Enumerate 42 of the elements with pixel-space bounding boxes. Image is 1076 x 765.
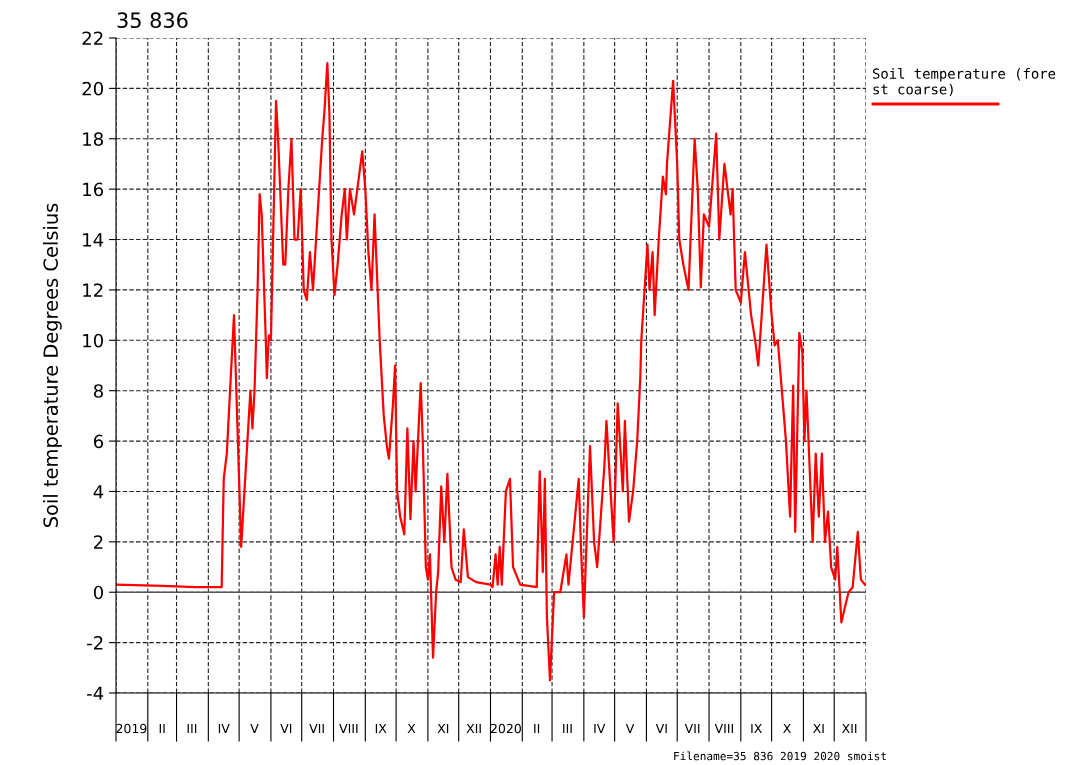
y-tick-label: 16	[83, 182, 104, 197]
x-tick-label: VIII	[339, 723, 358, 734]
y-tick-label: 22	[82, 31, 103, 45]
y-tick-label: -2	[87, 636, 103, 650]
x-tick-label: V	[250, 723, 259, 734]
y-tick-label: 20	[82, 81, 103, 96]
y-axis-title: Soil temperature Degrees Celsius	[42, 203, 62, 528]
x-tick-label: II	[534, 723, 540, 734]
x-tick-label: XII	[466, 723, 481, 734]
y-tick-label: -4	[87, 686, 104, 700]
y-tick-label: 8	[93, 384, 103, 398]
x-tick-label: VII	[684, 723, 700, 734]
x-tick-label: VI	[655, 723, 667, 734]
x-tick-label: IV	[594, 723, 606, 734]
y-tick-label: 2	[94, 535, 103, 549]
x-tick-label: VII	[309, 723, 324, 734]
x-tick-label: V	[625, 723, 635, 734]
text: Filename=35 836 2019 2020 smoist	[674, 751, 886, 761]
y-tick-label: 10	[83, 333, 103, 348]
y-tick-label: 12	[83, 283, 103, 297]
x-tick-label: III	[187, 723, 197, 734]
y-tick-label: 18	[83, 132, 103, 146]
y-tick-label: 6	[93, 434, 104, 449]
x-tick-label: X	[407, 723, 416, 734]
x-tick-label: VIII	[714, 723, 733, 734]
x-tick-label: 2020	[490, 723, 521, 734]
x-tick-label: IX	[375, 723, 387, 734]
x-tick-label: XII	[841, 723, 857, 734]
x-tick-label: IX	[751, 723, 762, 734]
x-tick-label: VI	[280, 723, 292, 734]
text: Soil temperature (forest coarse)	[872, 68, 1056, 97]
x-tick-label: X	[783, 723, 791, 734]
y-tick-label: 0	[93, 585, 103, 600]
x-tick-label: II	[159, 723, 165, 734]
x-tick-label: III	[563, 723, 572, 734]
x-tick-label: XI	[813, 723, 824, 734]
x-tick-label: IV	[218, 723, 230, 734]
x-tick-label: XI	[437, 723, 449, 734]
line-series	[116, 62, 866, 682]
y-tick-label: 14	[83, 233, 104, 247]
chart-title: 35 836	[117, 12, 188, 29]
y-tick-label: 4	[93, 485, 104, 499]
